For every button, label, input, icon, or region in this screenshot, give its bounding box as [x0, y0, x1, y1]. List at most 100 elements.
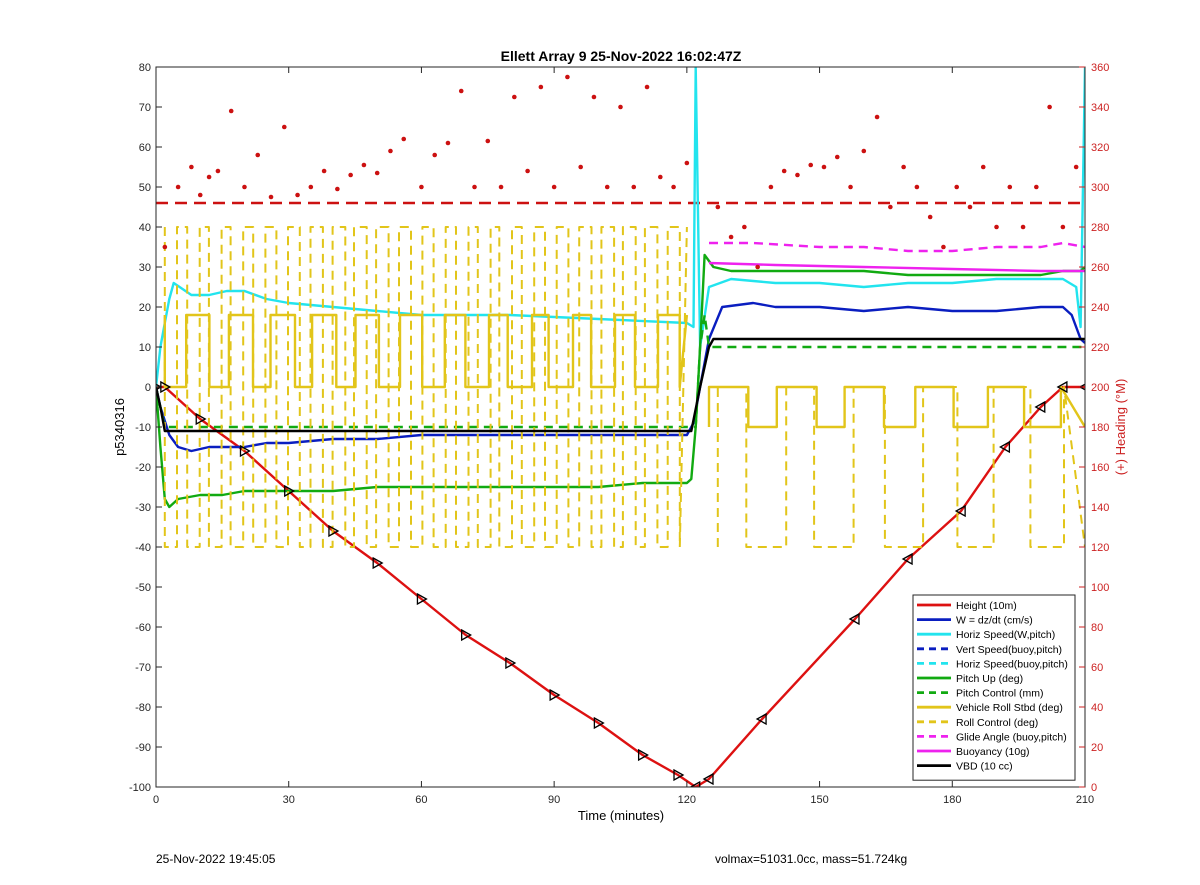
legend-label: Glide Angle (buoy,pitch) [956, 731, 1067, 743]
heading-point [361, 162, 367, 168]
y-tick-label: 80 [139, 62, 151, 74]
heading-point [834, 154, 840, 160]
heading-point [295, 192, 300, 198]
x-tick-label: 150 [810, 794, 828, 806]
height-marker [505, 656, 517, 670]
heading-point [419, 184, 424, 190]
heading-point [525, 168, 530, 174]
series-11-line [156, 337, 1085, 433]
height-marker [848, 612, 860, 626]
heading-point [888, 204, 893, 210]
series-10-line [708, 261, 1085, 273]
height-marker [637, 748, 649, 762]
heading-point [215, 168, 221, 174]
heading-point [189, 164, 194, 170]
y-tick-label: 30 [139, 262, 151, 274]
right-tick-label: 260 [1091, 262, 1109, 274]
height-marker [954, 504, 966, 518]
heading-point [228, 108, 234, 114]
height-marker [593, 716, 605, 730]
legend-label: Vehicle Roll Stbd (deg) [956, 702, 1063, 714]
height-marker [284, 484, 296, 498]
heading-point [578, 164, 583, 170]
heading-point [941, 244, 946, 250]
y-tick-label: -90 [135, 742, 151, 754]
series-group [156, 67, 1085, 787]
y-tick-label: -40 [135, 542, 151, 554]
series-6-line [156, 313, 1085, 429]
heading-point [591, 94, 597, 100]
heading-point [795, 172, 800, 178]
heading-point [994, 224, 999, 230]
plot-area [156, 67, 1085, 787]
axes: 0 30 60 90 120 150 180 210-100-90-80-70-60-50-4… [129, 62, 1109, 806]
heading-point [861, 148, 867, 154]
heading-point [1007, 184, 1013, 190]
heading-point [321, 168, 327, 174]
legend-label: Vert Speed(buoy,pitch) [956, 644, 1062, 656]
y-tick-label: -100 [129, 782, 151, 794]
y-tick-label: 10 [139, 342, 151, 354]
heading-point [458, 88, 464, 94]
heading-point [1034, 184, 1039, 190]
y-tick-label: 50 [139, 182, 151, 194]
heading-point [401, 136, 407, 142]
right-tick-label: 220 [1091, 342, 1109, 354]
heading-point [1047, 104, 1052, 110]
heading-point [901, 164, 906, 170]
right-tick-label: 160 [1091, 462, 1109, 474]
legend-label: Horiz Speed(W,pitch) [956, 629, 1055, 641]
heading-point [162, 244, 168, 250]
y-tick-label: 40 [139, 222, 151, 234]
y-tick-label: 60 [139, 142, 151, 154]
right-axis-label: (+) Heading (°M) [1113, 379, 1128, 476]
right-tick-label: 80 [1091, 622, 1103, 634]
right-tick-label: 300 [1091, 182, 1109, 194]
legend-label: Pitch Up (deg) [956, 673, 1023, 685]
height-marker [702, 772, 714, 786]
right-tick-label: 200 [1091, 382, 1109, 394]
heading-point [644, 84, 650, 90]
series-5-line [156, 253, 1085, 509]
right-tick-label: 100 [1091, 582, 1109, 594]
heading-point [565, 74, 570, 80]
heading-point [1060, 224, 1066, 230]
heading-point [728, 234, 734, 240]
heading-point [485, 138, 491, 144]
y-tick-label: 0 [145, 382, 151, 394]
y-axis-label: p5340316 [112, 398, 127, 456]
right-tick-label: 180 [1091, 422, 1109, 434]
heading-point [1020, 224, 1026, 230]
heading-point [374, 170, 380, 176]
footer-params: volmax=51031.0cc, mass=51.724kg [715, 852, 908, 866]
right-tick-label: 240 [1091, 302, 1109, 314]
heading-point [388, 148, 393, 154]
right-tick-label: 0 [1091, 782, 1097, 794]
heading-point [967, 204, 973, 210]
heading-point [268, 194, 274, 200]
legend-label: W = dz/dt (cm/s) [956, 615, 1033, 627]
heading-point [927, 214, 933, 220]
legend-label: Roll Control (deg) [956, 717, 1038, 729]
series-0-line [156, 385, 1085, 787]
heading-point [335, 186, 340, 192]
right-tick-label: 120 [1091, 542, 1109, 554]
height-marker [689, 780, 701, 787]
heading-point [821, 164, 827, 170]
heading-point [255, 152, 261, 158]
heading-point [1073, 164, 1079, 170]
heading-point [848, 184, 853, 190]
right-tick-label: 360 [1091, 62, 1109, 74]
height-marker [755, 712, 767, 726]
y-tick-label: -70 [135, 662, 151, 674]
series-8-line-a [163, 226, 688, 548]
heading-point [874, 114, 880, 120]
heading-point [618, 104, 623, 110]
legend-label: Height (10m) [956, 600, 1017, 612]
x-tick-label: 0 [153, 794, 159, 806]
heading-point [512, 94, 517, 100]
heading-point [684, 160, 690, 166]
height-marker [239, 444, 251, 458]
right-tick-label: 320 [1091, 142, 1109, 154]
